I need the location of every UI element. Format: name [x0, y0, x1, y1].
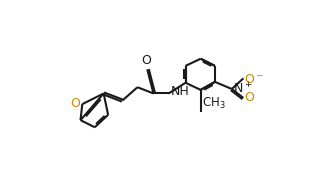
Text: O: O	[141, 54, 151, 67]
Text: NH: NH	[171, 85, 189, 98]
Text: N$^+$: N$^+$	[233, 81, 253, 96]
Text: O: O	[244, 90, 254, 104]
Text: O$^-$: O$^-$	[244, 73, 264, 86]
Text: O: O	[71, 97, 80, 110]
Text: CH$_3$: CH$_3$	[202, 96, 225, 111]
